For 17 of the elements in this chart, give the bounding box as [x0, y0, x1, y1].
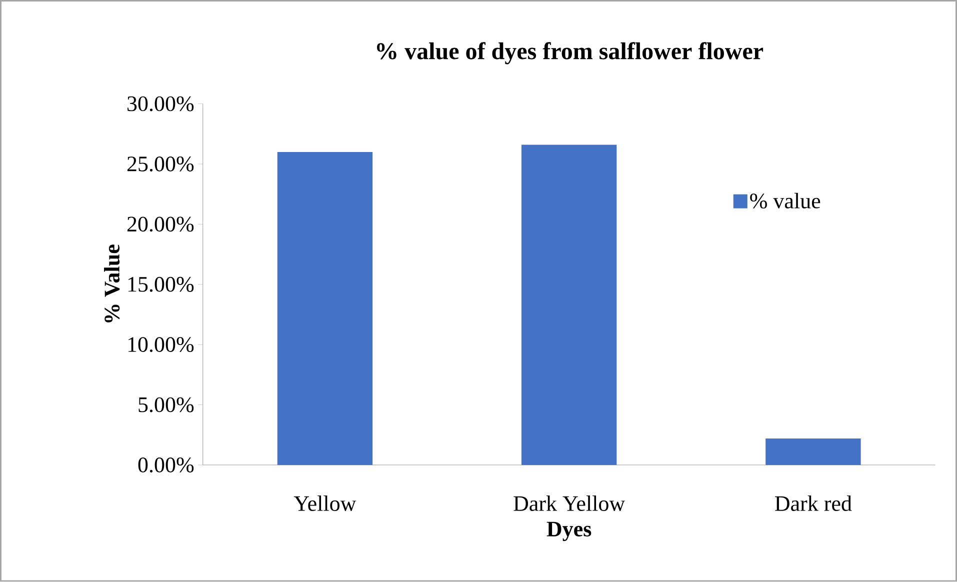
x-tick-label: Yellow: [294, 496, 356, 512]
y-tick-label: 20.00%: [127, 216, 194, 232]
bar: [277, 152, 373, 466]
bar: [521, 144, 617, 466]
y-tick-label: 10.00%: [128, 337, 194, 352]
y-tick-label: 0.00%: [138, 458, 194, 473]
legend-label: % value: [750, 193, 820, 209]
y-tick-label: 25.00%: [127, 156, 194, 172]
chart-title: % value of dyes from salflower flower: [377, 42, 764, 64]
y-tick-label: 5.00%: [138, 397, 194, 412]
x-tick-label: Dark Yellow: [514, 496, 626, 512]
x-axis-title: Dyes: [546, 522, 592, 542]
bar: [766, 438, 861, 466]
y-tick-label: 30.00%: [128, 96, 194, 112]
y-tick-label: 15.00%: [128, 277, 194, 292]
x-tick-label: Dark red: [775, 496, 852, 512]
y-axis-title: % Value: [104, 244, 120, 322]
